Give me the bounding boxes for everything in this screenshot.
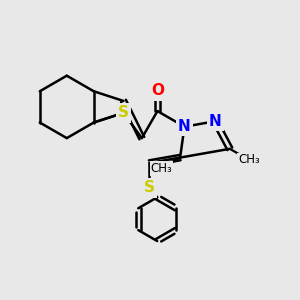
- Text: CH₃: CH₃: [150, 162, 172, 175]
- Text: S: S: [118, 105, 129, 120]
- Text: S: S: [144, 181, 155, 196]
- Text: O: O: [151, 83, 164, 98]
- Text: CH₃: CH₃: [238, 153, 260, 166]
- Text: N: N: [209, 114, 222, 129]
- Text: N: N: [178, 119, 191, 134]
